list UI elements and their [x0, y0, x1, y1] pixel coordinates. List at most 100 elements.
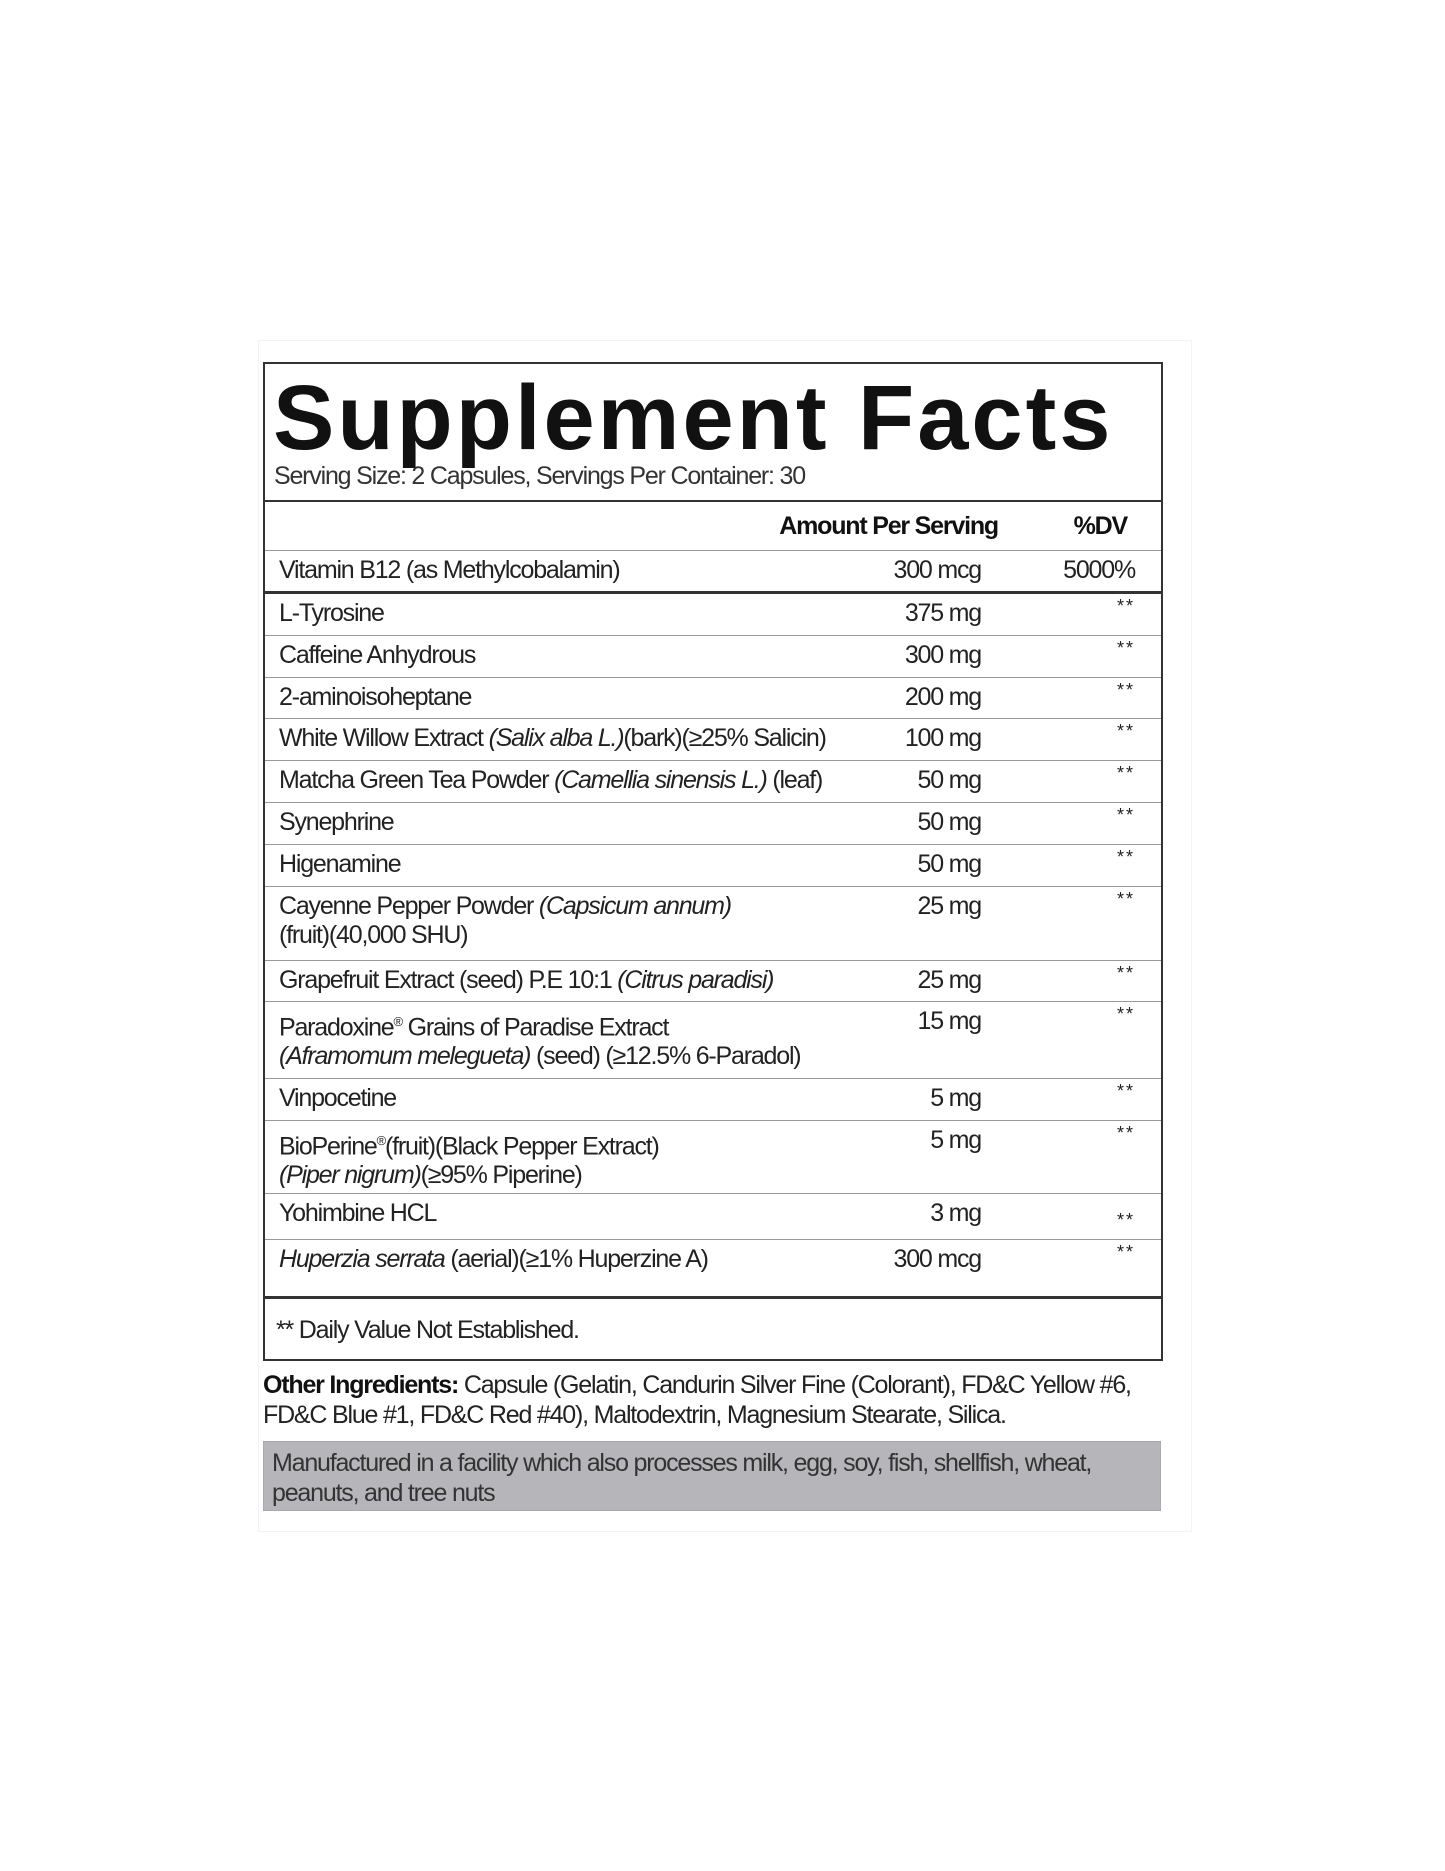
- label-frame: [258, 340, 1192, 1532]
- ingredient-dv: **: [1116, 847, 1135, 867]
- table-row: Synephrine 50 mg **: [265, 803, 1161, 845]
- ingredient-amount: 300 mcg: [893, 556, 983, 584]
- ingredient-amount: 25 mg: [917, 892, 983, 920]
- latin-name: Huperzia serrata: [279, 1245, 446, 1273]
- table-row: L-Tyrosine 375 mg **: [265, 594, 1161, 636]
- table-row: Caffeine Anhydrous 300 mg **: [265, 636, 1161, 678]
- ingredient-name: Yohimbine HCL: [279, 1199, 437, 1228]
- latin-name: (Piper nigrum): [279, 1161, 422, 1190]
- table-row: White Willow Extract (Salix alba L.)(bar…: [265, 719, 1161, 761]
- table-row: 2-aminoisoheptane 200 mg **: [265, 678, 1161, 719]
- ingredient-dv: **: [1116, 805, 1135, 825]
- name-text: Vinpocetine: [279, 1084, 397, 1112]
- ingredient-amount: 300 mcg: [893, 1245, 983, 1273]
- name-text: BioPerine: [279, 1132, 378, 1161]
- ingredient-dv: **: [1116, 638, 1135, 658]
- ingredient-dv: **: [1116, 1123, 1135, 1143]
- name-text: Matcha Green Tea Powder: [279, 766, 555, 794]
- latin-name: (Aframomum melegueta): [279, 1042, 531, 1071]
- name-detail: (leaf): [766, 766, 823, 794]
- name-detail: (≥95% Piperine): [420, 1161, 583, 1190]
- table-row: Cayenne Pepper Powder (Capsicum annum) (f…: [265, 887, 1161, 961]
- panel-title: Supplement Facts: [273, 367, 1114, 469]
- name-detail: Grains of Paradise Extract: [401, 1013, 670, 1042]
- ingredient-name: Grapefruit Extract (seed) P.E 10:1 (Citr…: [279, 966, 775, 995]
- ingredient-amount: 25 mg: [917, 966, 983, 994]
- ingredient-name: Vinpocetine: [279, 1084, 397, 1113]
- ingredient-dv: 5000%: [1063, 556, 1136, 584]
- registered-mark: ®: [393, 1014, 403, 1029]
- ingredient-amount: 50 mg: [917, 766, 983, 794]
- ingredient-name: Huperzia serrata (aerial)(≥1% Huperzine …: [279, 1245, 709, 1274]
- ingredient-amount: 3 mg: [930, 1199, 982, 1227]
- ingredient-dv: **: [1116, 963, 1135, 983]
- latin-name: (Citrus paradisi): [617, 966, 774, 994]
- name-detail: (aerial)(≥1% Huperzine A): [444, 1245, 709, 1273]
- ingredient-name: Vitamin B12 (as Methylcobalamin): [279, 556, 621, 584]
- allergen-statement: Manufactured in a facility which also pr…: [263, 1441, 1161, 1511]
- name-detail: (fruit)(40,000 SHU): [279, 921, 469, 949]
- table-row: Yohimbine HCL 3 mg **: [265, 1194, 1161, 1240]
- name-text: Grapefruit Extract (seed) P.E 10:1: [279, 966, 618, 994]
- ingredient-name: BioPerine®(fruit)(Black Pepper Extract)(…: [279, 1126, 660, 1190]
- ingredient-amount: 100 mg: [904, 724, 982, 752]
- ingredient-name: Caffeine Anhydrous: [279, 641, 476, 670]
- table-row: Matcha Green Tea Powder (Camellia sinens…: [265, 761, 1161, 803]
- ingredient-name: L-Tyrosine: [279, 599, 385, 628]
- ingredient-dv: **: [1116, 763, 1135, 783]
- ingredient-amount: 200 mg: [904, 683, 982, 711]
- ingredient-amount: 300 mg: [904, 641, 982, 669]
- name-text: Synephrine: [279, 808, 395, 836]
- ingredient-dv: **: [1116, 596, 1135, 616]
- other-ingredients-text: Capsule (Gelatin, Candurin Silver Fine (…: [263, 1371, 1132, 1429]
- ingredient-name: White Willow Extract (Salix alba L.)(bar…: [279, 724, 827, 753]
- ingredient-amount: 5 mg: [930, 1126, 982, 1154]
- ingredient-dv: **: [1116, 1004, 1135, 1024]
- name-text: Cayenne Pepper Powder: [279, 892, 539, 920]
- name-text: 2-aminoisoheptane: [279, 683, 472, 711]
- amount-header: Amount Per Serving: [779, 512, 999, 540]
- ingredient-name: Higenamine: [279, 850, 402, 879]
- other-ingredients: Other Ingredients: Capsule (Gelatin, Can…: [263, 1370, 1168, 1430]
- supplement-facts-panel: Supplement Facts Serving Size: 2 Capsule…: [263, 362, 1163, 1361]
- facts-table: Amount Per Serving %DV Vitamin B12 (as M…: [265, 500, 1161, 1299]
- table-header: Amount Per Serving %DV: [265, 502, 1161, 551]
- ingredient-dv: **: [1116, 1242, 1135, 1262]
- name-text: Yohimbine HCL: [279, 1199, 437, 1227]
- table-row: Huperzia serrata (aerial)(≥1% Huperzine …: [265, 1240, 1161, 1299]
- name-text: Higenamine: [279, 850, 402, 878]
- name-text: L-Tyrosine: [279, 599, 385, 627]
- name-text: Caffeine Anhydrous: [279, 641, 476, 669]
- name-text: Paradoxine: [279, 1013, 395, 1042]
- ingredient-name: 2-aminoisoheptane: [279, 683, 472, 712]
- ingredient-name: Cayenne Pepper Powder (Capsicum annum) (f…: [279, 892, 732, 950]
- latin-name: (Capsicum annum): [538, 892, 732, 920]
- dv-header: %DV: [1073, 512, 1129, 540]
- other-ingredients-label: Other Ingredients:: [263, 1371, 459, 1399]
- footnote: ** Daily Value Not Established.: [276, 1316, 580, 1344]
- vitamin-row: Vitamin B12 (as Methylcobalamin) 300 mcg…: [265, 551, 1161, 594]
- table-row: Paradoxine® Grains of Paradise Extract (A…: [265, 1002, 1161, 1079]
- ingredient-name: Synephrine: [279, 808, 395, 837]
- serving-info: Serving Size: 2 Capsules, Servings Per C…: [274, 462, 806, 490]
- latin-name: (Salix alba L.): [488, 724, 625, 752]
- table-row: Grapefruit Extract (seed) P.E 10:1 (Citr…: [265, 961, 1161, 1002]
- table-row: Higenamine 50 mg **: [265, 845, 1161, 887]
- ingredient-amount: 15 mg: [917, 1007, 983, 1035]
- ingredient-amount: 5 mg: [930, 1084, 982, 1112]
- registered-mark: ®: [376, 1133, 387, 1148]
- ingredient-amount: 50 mg: [917, 808, 983, 836]
- ingredient-dv: **: [1116, 889, 1135, 909]
- table-row: BioPerine®(fruit)(Black Pepper Extract)(…: [265, 1121, 1161, 1194]
- name-detail: (fruit)(Black Pepper Extract): [385, 1132, 660, 1161]
- name-detail: (seed) (≥12.5% 6-Paradol): [530, 1042, 802, 1071]
- name-detail: (bark)(≥25% Salicin): [623, 724, 826, 752]
- table-row: Vinpocetine 5 mg **: [265, 1079, 1161, 1121]
- latin-name: (Camellia sinensis L.): [554, 766, 768, 794]
- ingredient-amount: 50 mg: [917, 850, 983, 878]
- ingredient-name: Paradoxine® Grains of Paradise Extract (A…: [279, 1007, 802, 1071]
- ingredient-dv: **: [1116, 1081, 1135, 1101]
- ingredient-dv: **: [1116, 680, 1135, 700]
- ingredient-name: Matcha Green Tea Powder (Camellia sinens…: [279, 766, 823, 795]
- name-text: White Willow Extract: [279, 724, 489, 752]
